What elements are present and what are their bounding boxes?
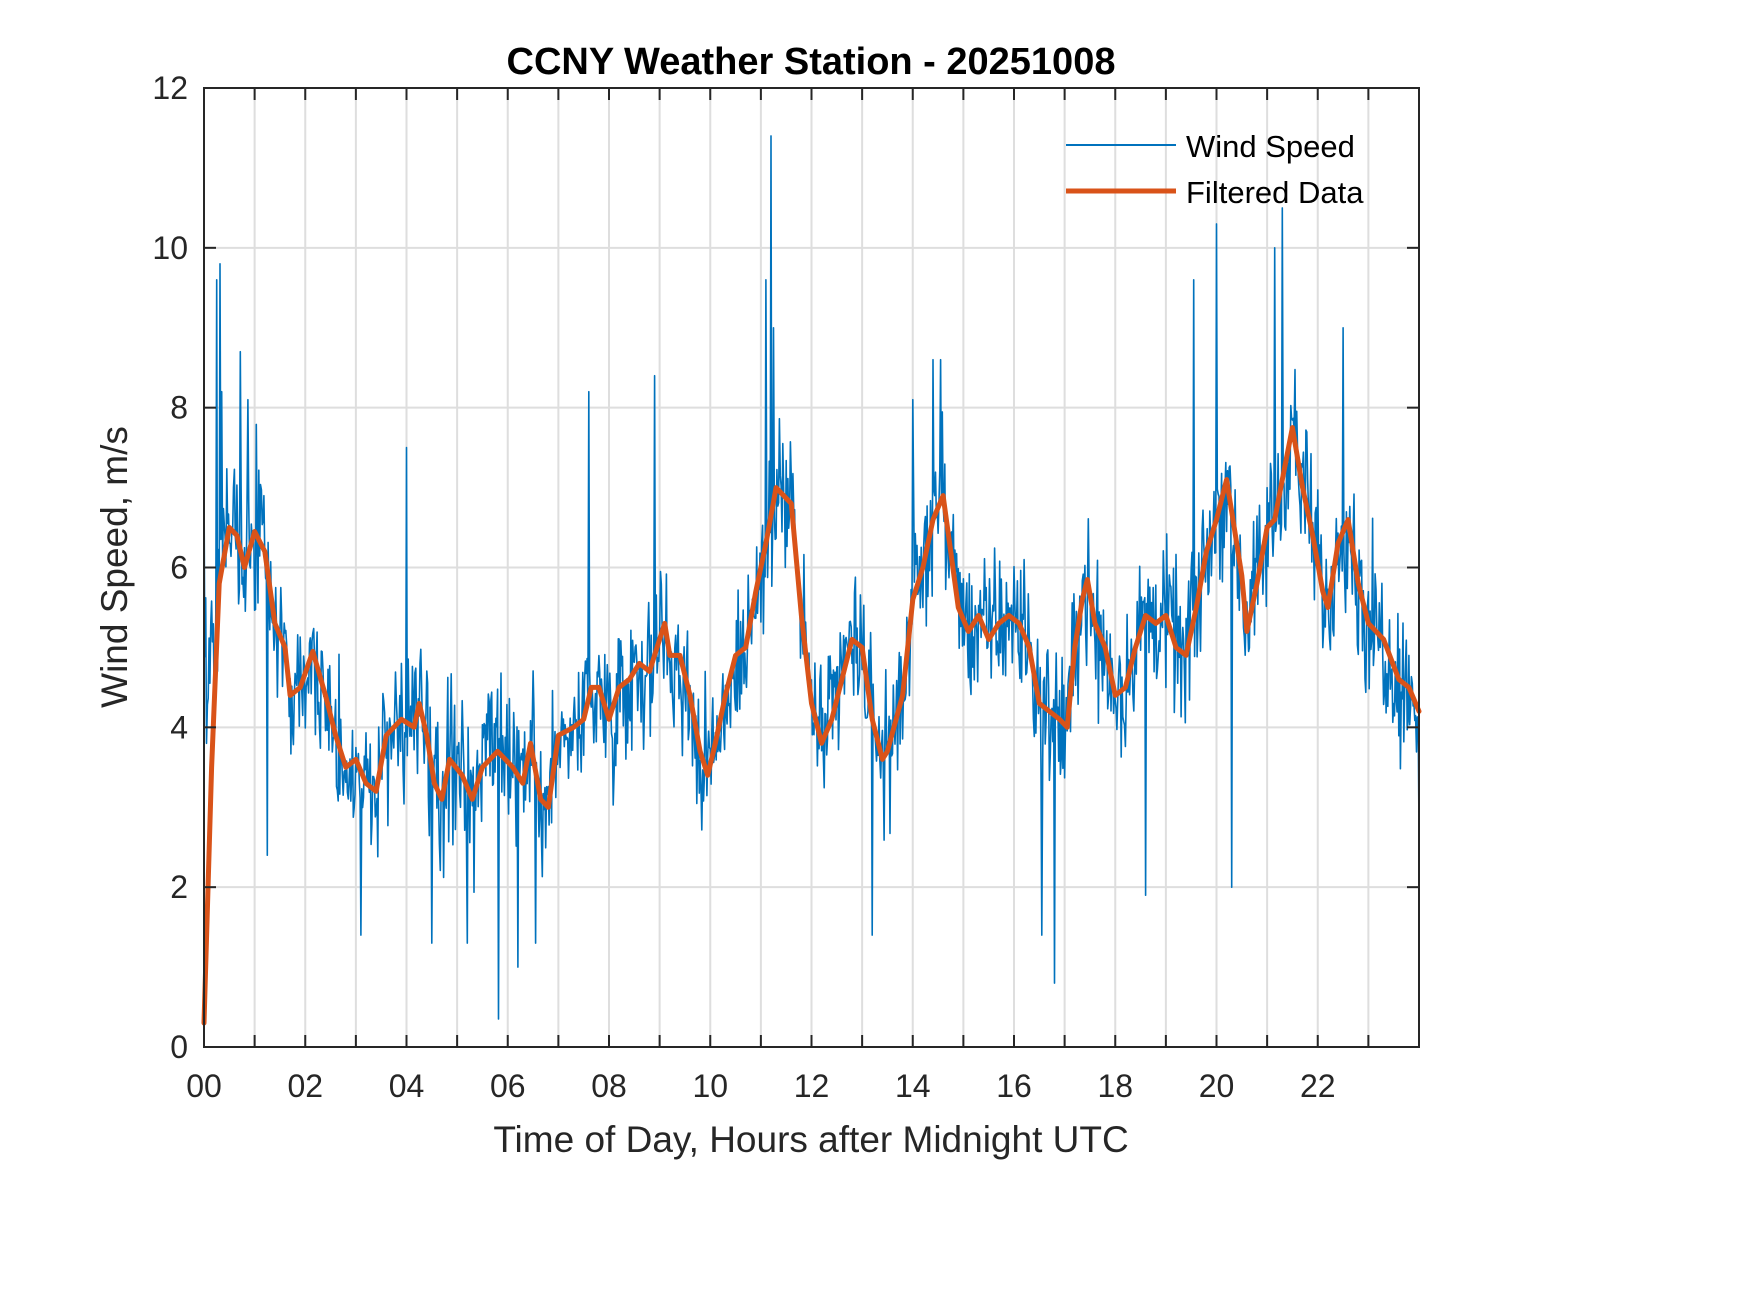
axes bbox=[203, 87, 1420, 1048]
x-tick-label: 02 bbox=[287, 1068, 323, 1104]
x-tick-label: 12 bbox=[794, 1068, 830, 1104]
y-tick-label: 12 bbox=[152, 70, 188, 106]
wind-speed-series bbox=[203, 135, 1420, 1020]
x-tick-label: 04 bbox=[389, 1068, 425, 1104]
legend-label-filtered-data: Filtered Data bbox=[1186, 175, 1364, 210]
x-tick-label: 06 bbox=[490, 1068, 526, 1104]
x-tick-label: 18 bbox=[1097, 1068, 1133, 1104]
x-tick-label: 20 bbox=[1199, 1068, 1235, 1104]
x-tick-label: 22 bbox=[1300, 1068, 1336, 1104]
x-tick-label: 16 bbox=[996, 1068, 1032, 1104]
legend-label-wind-speed: Wind Speed bbox=[1186, 129, 1355, 164]
y-tick-label: 0 bbox=[170, 1029, 188, 1065]
y-axis-title: Wind Speed, m/s bbox=[94, 426, 135, 708]
filtered-data-series bbox=[201, 425, 1422, 1026]
x-tick-label: 00 bbox=[186, 1068, 222, 1104]
chart-title: CCNY Weather Station - 20251008 bbox=[507, 41, 1116, 83]
wind-speed-line bbox=[203, 135, 1420, 1020]
y-tick-label: 2 bbox=[170, 869, 188, 905]
y-tick-label: 8 bbox=[170, 390, 188, 426]
x-axis-title: Time of Day, Hours after Midnight UTC bbox=[493, 1119, 1128, 1160]
x-tick-label: 08 bbox=[591, 1068, 627, 1104]
y-tick-label: 10 bbox=[152, 230, 188, 266]
legend: Wind Speed Filtered Data bbox=[1066, 129, 1364, 210]
y-tick-label: 6 bbox=[170, 550, 188, 586]
x-tick-label: 10 bbox=[692, 1068, 728, 1104]
filtered-data-line bbox=[201, 425, 1422, 1026]
y-tick-label: 4 bbox=[170, 709, 188, 745]
x-tick-label: 14 bbox=[895, 1068, 931, 1104]
